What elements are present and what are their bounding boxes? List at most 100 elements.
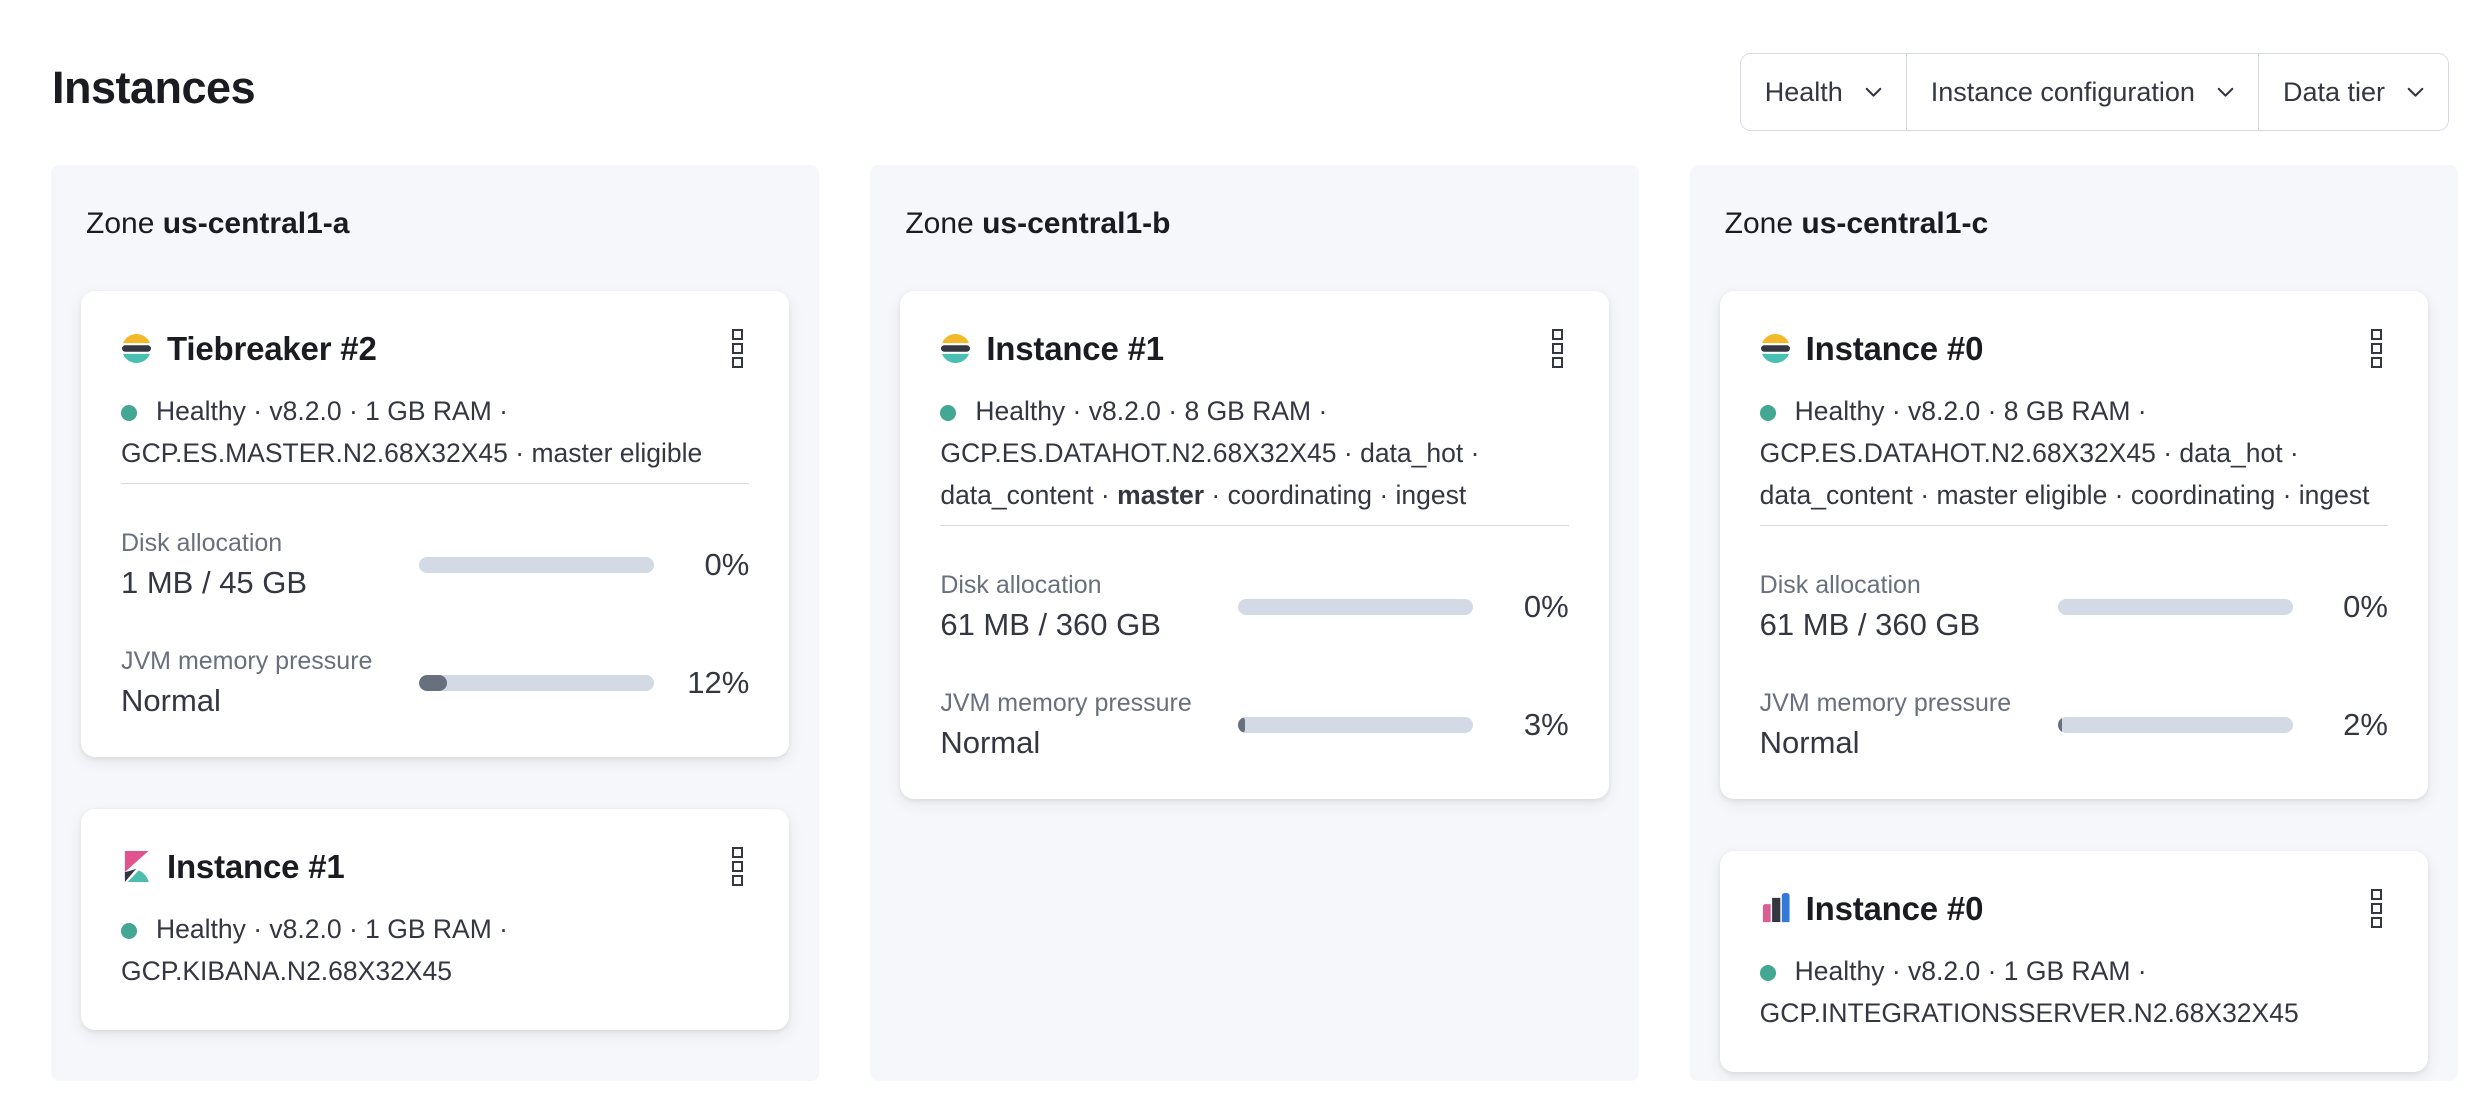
status-segment: GCP.ES.MASTER.N2.68X32X45 · master eligi…: [121, 438, 703, 468]
instance-status: Healthy · v8.2.0 · 8 GB RAM · GCP.ES.DATA…: [940, 390, 1568, 516]
boxes-vertical-icon: [732, 847, 744, 858]
health-dot: [121, 923, 137, 939]
instance-title: Instance #1: [986, 329, 1164, 367]
progress-bar-fill: [1238, 717, 1246, 733]
divider: [1759, 525, 2388, 526]
card-header: Tiebreaker #2: [121, 327, 749, 370]
instance-card: Instance #0 Healthy · v8.2.0 · 8 GB RAM …: [1719, 291, 2428, 799]
filter-button[interactable]: Data tier: [2258, 54, 2448, 130]
zone-label: Zone us-central1-b: [905, 207, 1608, 241]
instance-status: Healthy · v8.2.0 · 1 GB RAM · GCP.INTEGRA…: [1759, 950, 2388, 1034]
metric-percent: 0%: [1523, 589, 1569, 624]
progress-bar: [419, 675, 654, 691]
status-segment: Healthy · v8.2.0 · 1 GB RAM ·: [156, 396, 508, 426]
instance-card: Instance #1 Healthy · v8.2.0 · 8 GB RAM …: [900, 291, 1609, 799]
metric-label: JVM memory pressure: [940, 689, 1192, 717]
instance-card: Instance #0 Healthy · v8.2.0 · 1 GB RAM …: [1719, 851, 2428, 1072]
metric-row: Disk allocation 61 MB / 360 GB 0%: [1760, 571, 2388, 643]
zone-cards: Instance #1 Healthy · v8.2.0 · 8 GB RAM …: [900, 291, 1609, 799]
status-line: Healthy · v8.2.0 · 1 GB RAM ·: [121, 390, 749, 432]
metric-percent: 3%: [1523, 707, 1569, 742]
instance-actions-button[interactable]: [730, 327, 745, 370]
page-header: Instances Health Instance configuration …: [0, 0, 2490, 131]
instance-actions-button[interactable]: [2369, 887, 2384, 930]
elasticsearch-logo-icon: [121, 333, 152, 364]
metric-value: 61 MB / 360 GB: [1759, 607, 1981, 642]
boxes-vertical-icon: [732, 329, 744, 340]
metric-value: Normal: [121, 683, 221, 718]
filter-button[interactable]: Health: [1740, 54, 1907, 130]
card-header: Instance #0: [1760, 887, 2388, 930]
status-segment: data_content ·: [940, 480, 1118, 510]
instance-actions-button[interactable]: [2369, 327, 2384, 370]
metric-percent: 12%: [687, 665, 750, 700]
metric-row: JVM memory pressure Normal 12%: [121, 647, 749, 719]
progress-bar: [419, 557, 654, 573]
metric-row: Disk allocation 1 MB / 45 GB 0%: [121, 529, 749, 601]
instance-actions-button[interactable]: [730, 845, 745, 888]
chevron-down-icon: [2407, 87, 2424, 97]
metrics: Disk allocation 61 MB / 360 GB 0% JVM me…: [1760, 571, 2388, 761]
health-dot: [1759, 405, 1776, 421]
status-line: Healthy · v8.2.0 · 8 GB RAM ·: [1759, 390, 2388, 432]
elasticsearch-logo-icon: [940, 333, 971, 364]
zone-panel: Zone us-central1-c Instance #0 Healthy ·…: [1689, 165, 2458, 1081]
instance-title: Instance #0: [1805, 889, 1984, 927]
status-line: data_content · master eligible · coordin…: [1760, 474, 2388, 516]
metric-percent: 2%: [2343, 707, 2388, 742]
status-segment: Healthy · v8.2.0 · 8 GB RAM ·: [1794, 396, 2147, 426]
integrations-server-logo-icon: [1760, 893, 1791, 924]
status-segment: data_content · master eligible · coordin…: [1759, 480, 2370, 510]
status-line: GCP.ES.DATAHOT.N2.68X32X45 · data_hot ·: [1760, 432, 2388, 474]
instance-actions-button[interactable]: [1550, 327, 1565, 370]
boxes-vertical-icon: [2370, 329, 2382, 340]
instance-title: Instance #1: [167, 847, 345, 885]
status-line: GCP.INTEGRATIONSSERVER.N2.68X32X45: [1760, 992, 2388, 1034]
instance-card: Instance #1 Healthy · v8.2.0 · 1 GB RAM …: [81, 809, 790, 1030]
metric-label: Disk allocation: [1759, 571, 1921, 599]
status-segment: Healthy · v8.2.0 · 8 GB RAM ·: [975, 396, 1328, 426]
zone-name: us-central1-b: [982, 207, 1171, 240]
card-header: Instance #1: [940, 327, 1568, 370]
metric-label: JVM memory pressure: [121, 647, 373, 675]
boxes-vertical-icon: [1551, 329, 1563, 340]
health-dot: [121, 405, 137, 421]
filter-button[interactable]: Instance configuration: [1906, 54, 2259, 130]
metric-row: JVM memory pressure Normal 3%: [940, 689, 1568, 761]
page-title: Instances: [52, 62, 256, 113]
filter-label: Instance configuration: [1930, 76, 2195, 107]
metrics: Disk allocation 61 MB / 360 GB 0% JVM me…: [940, 571, 1568, 761]
metric-percent: 0%: [2343, 589, 2388, 624]
status-line: GCP.ES.DATAHOT.N2.68X32X45 · data_hot ·: [940, 432, 1568, 474]
progress-bar: [1238, 599, 1474, 615]
filter-label: Health: [1764, 76, 1843, 107]
metric-percent: 0%: [704, 547, 750, 582]
metric-label: Disk allocation: [121, 529, 283, 557]
zone-panel: Zone us-central1-b Instance #1 Healthy ·…: [870, 165, 1639, 1081]
instance-title: Instance #0: [1805, 329, 1984, 367]
instance-card: Tiebreaker #2 Healthy · v8.2.0 · 1 GB RA…: [81, 291, 790, 757]
zones-row: Zone us-central1-a Tiebreaker #2 Healthy…: [51, 165, 2458, 1081]
status-line: Healthy · v8.2.0 · 1 GB RAM ·: [121, 908, 749, 950]
status-line: Healthy · v8.2.0 · 1 GB RAM ·: [1759, 950, 2388, 992]
metric-value: 61 MB / 360 GB: [940, 607, 1161, 642]
status-line: data_content · master · coordinating · i…: [940, 474, 1568, 516]
status-segment: Healthy · v8.2.0 · 1 GB RAM ·: [156, 914, 508, 944]
zone-cards: Tiebreaker #2 Healthy · v8.2.0 · 1 GB RA…: [81, 291, 790, 1030]
zone-label: Zone us-central1-c: [1725, 207, 2428, 241]
zone-label: Zone us-central1-a: [86, 207, 789, 241]
status-segment: GCP.ES.DATAHOT.N2.68X32X45 · data_hot ·: [1759, 438, 2299, 468]
filter-label: Data tier: [2282, 76, 2385, 107]
zone-label-prefix: Zone: [905, 207, 974, 240]
zone-label-prefix: Zone: [1724, 207, 1794, 240]
divider: [940, 525, 1569, 526]
chevron-down-icon: [2217, 87, 2234, 97]
health-dot: [1759, 965, 1776, 981]
status-segment: GCP.INTEGRATIONSSERVER.N2.68X32X45: [1759, 998, 2299, 1028]
zone-panel: Zone us-central1-a Tiebreaker #2 Healthy…: [51, 165, 820, 1081]
metric-value: 1 MB / 45 GB: [121, 565, 308, 600]
card-header: Instance #1: [121, 845, 749, 888]
elasticsearch-logo-icon: [1760, 333, 1791, 364]
kibana-logo-icon: [121, 851, 152, 882]
status-segment: · coordinating · ingest: [1204, 480, 1467, 510]
